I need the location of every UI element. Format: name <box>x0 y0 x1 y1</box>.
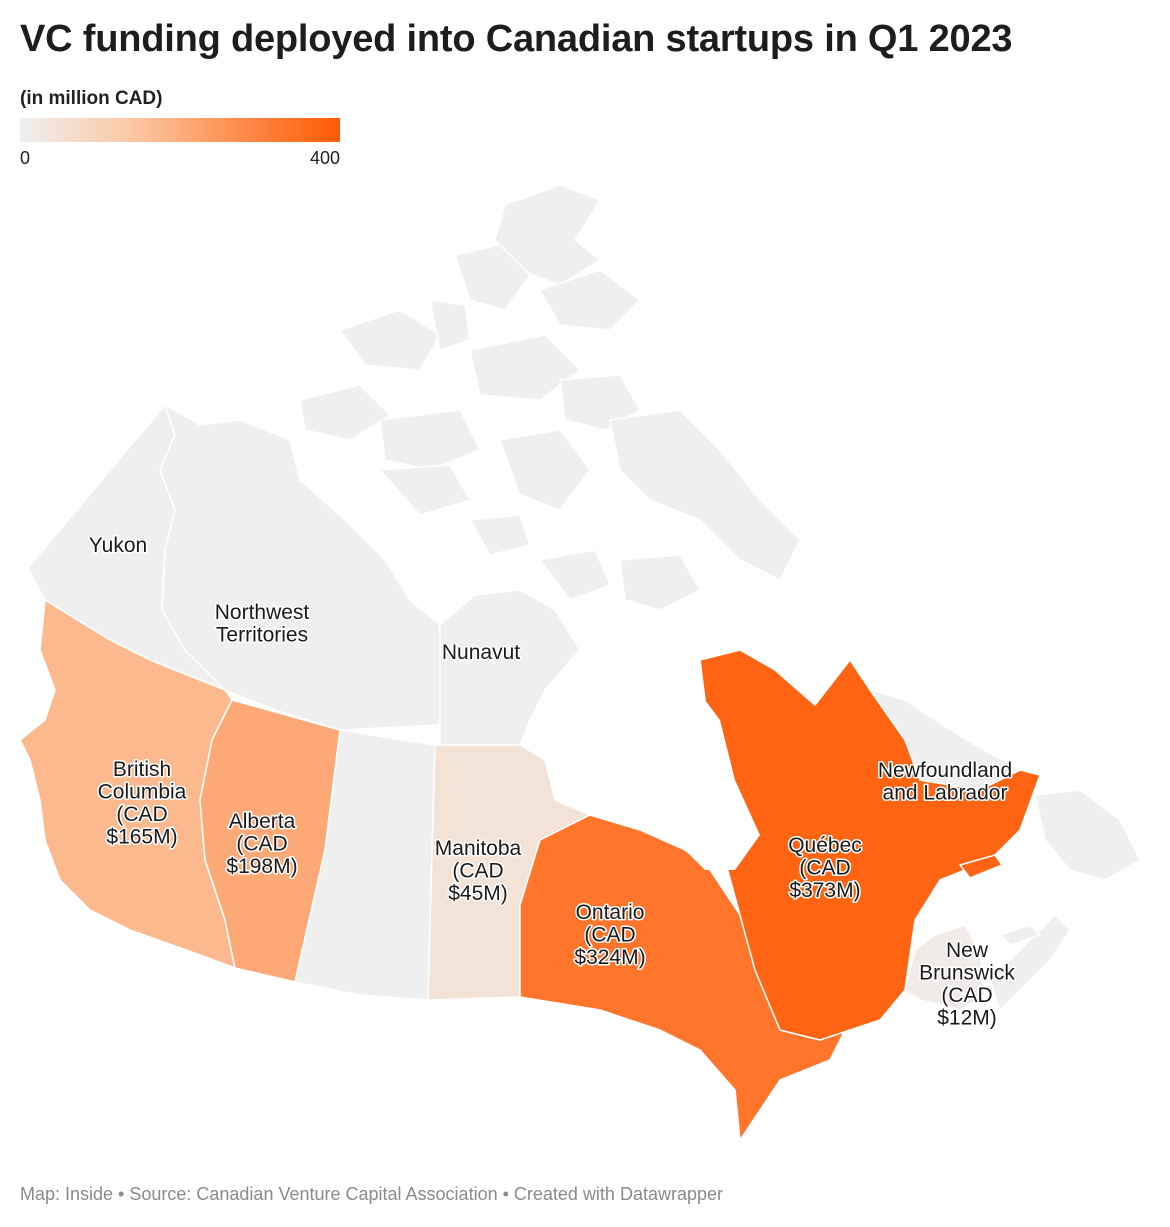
arctic-islands <box>299 184 801 611</box>
region-nb[interactable] <box>904 924 986 1011</box>
region-ns[interactable] <box>989 914 1071 1011</box>
region-nl[interactable] <box>869 689 1141 881</box>
region-label-ontario: Ontario <box>576 901 645 924</box>
map-footer: Map: Inside • Source: Canadian Venture C… <box>20 1184 723 1204</box>
region-ontario[interactable] <box>519 814 856 1141</box>
region-label-yukon: Yukon <box>89 534 147 557</box>
region-label-alberta: (CAD <box>236 833 287 856</box>
region-label-alberta: Alberta <box>229 810 296 833</box>
region-label-ontario: (CAD <box>584 924 635 947</box>
region-bc[interactable] <box>19 599 236 969</box>
region-label-bc: (CAD <box>116 803 167 826</box>
region-label-manitoba: (CAD <box>452 860 503 883</box>
region-label-quebec: $373M) <box>789 879 860 902</box>
map-title: VC funding deployed into Canadian startu… <box>20 18 1013 60</box>
region-label-bc: Columbia <box>98 781 187 804</box>
region-label-manitoba: Manitoba <box>435 837 522 860</box>
region-label-nl: and Labrador <box>883 782 1008 805</box>
region-label-manitoba: $45M) <box>448 882 508 905</box>
region-label-quebec: Québec <box>788 834 862 857</box>
region-label-nwt: Northwest <box>215 601 310 624</box>
region-label-bc: $165M) <box>106 826 177 849</box>
legend-min-label: 0 <box>20 148 31 168</box>
color-legend: 0 400 <box>20 118 340 168</box>
region-nwt[interactable] <box>159 404 441 731</box>
region-anticosti <box>959 854 1003 879</box>
legend-gradient-bar <box>20 118 340 142</box>
region-label-nwt: Territories <box>216 624 308 647</box>
legend-max-label: 400 <box>309 148 340 168</box>
region-label-nunavut: Nunavut <box>442 641 520 664</box>
region-label-alberta: $198M) <box>226 855 297 878</box>
region-label-nb: $12M) <box>937 1007 997 1030</box>
region-label-ontario: $324M) <box>574 946 645 969</box>
map-subtitle: (in million CAD) <box>20 88 163 109</box>
region-label-quebec: (CAD <box>799 857 850 880</box>
region-label-nl: Newfoundland <box>878 759 1012 782</box>
region-label-nb: (CAD <box>941 984 992 1007</box>
hudson-bay <box>545 665 760 870</box>
region-pei[interactable] <box>999 924 1041 946</box>
region-label-nb: Brunswick <box>919 962 1015 985</box>
region-label-bc: British <box>113 758 171 781</box>
region-label-nb: New <box>946 939 989 962</box>
